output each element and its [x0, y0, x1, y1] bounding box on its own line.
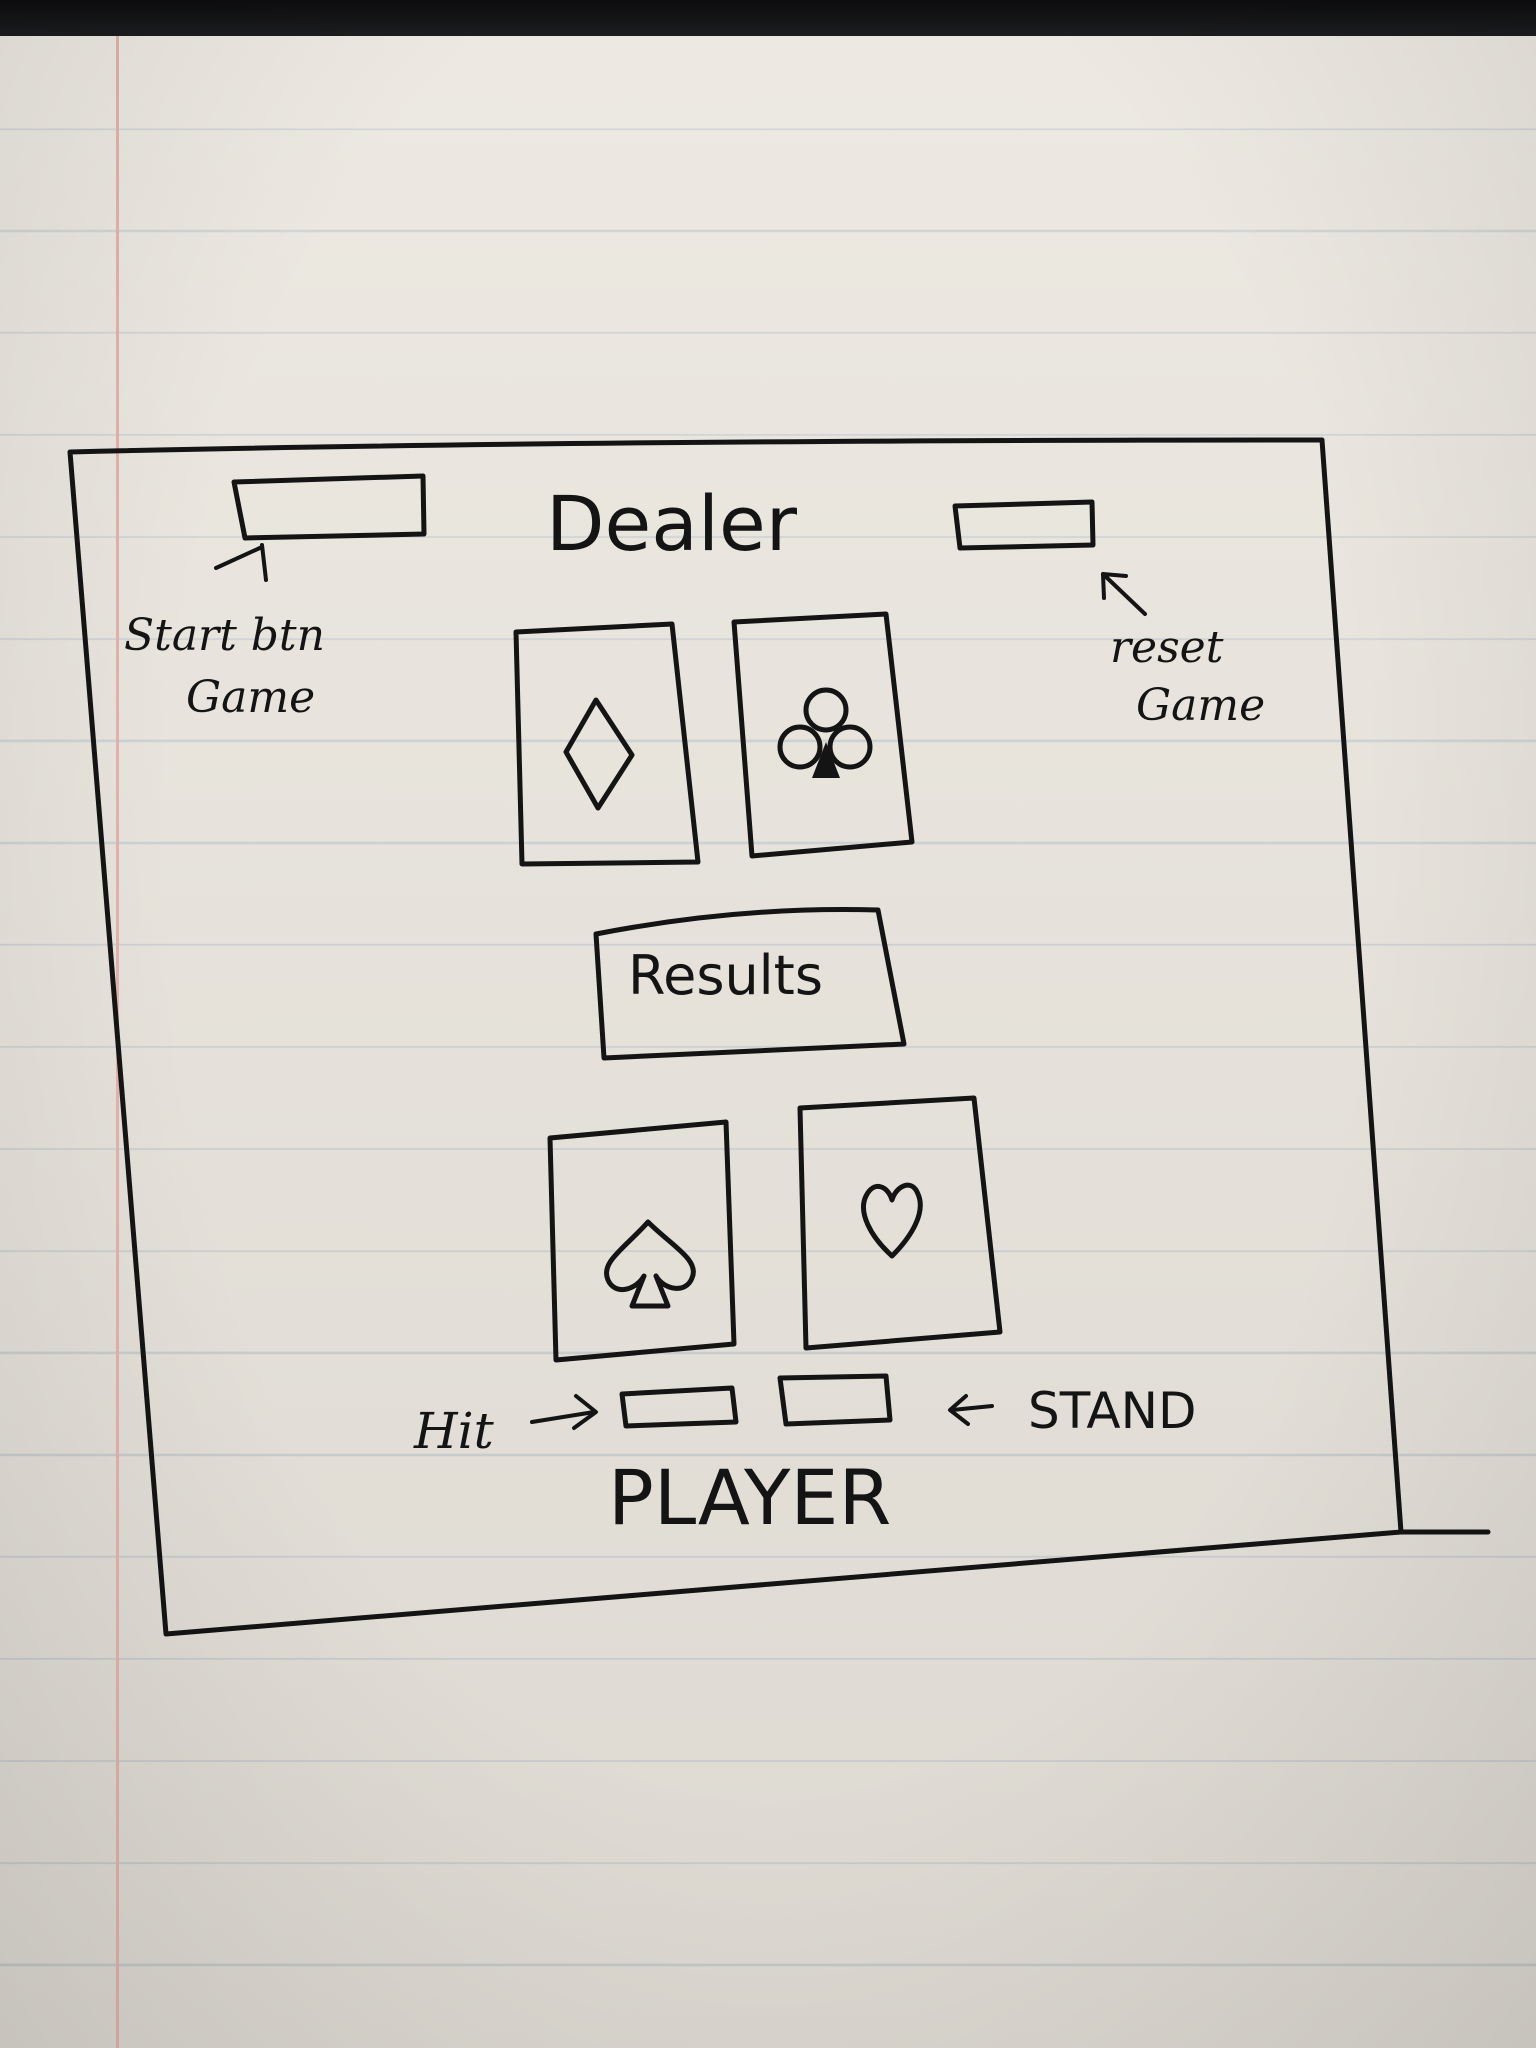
notebook-paper [0, 36, 1536, 2048]
heart-icon [861, 1182, 923, 1259]
photo-top-edge [0, 0, 1536, 36]
stand-label: STAND [1028, 1382, 1197, 1440]
player-card [547, 1119, 737, 1363]
hit-label: Hit [413, 1402, 495, 1460]
results-box [593, 907, 907, 1061]
dealer-title: Dealer [546, 479, 798, 568]
reset-button-note-line2: Game [1136, 680, 1265, 731]
start-button-pointer [214, 543, 268, 582]
start-button-note-line2: Game [186, 672, 315, 723]
dealer-card [731, 611, 915, 859]
reset-button-pointer [1101, 572, 1147, 616]
start-button-note-line1: Start btn [124, 610, 325, 661]
club-icon [777, 687, 873, 778]
hit-arrow [530, 1394, 598, 1430]
stand-arrow [948, 1394, 994, 1426]
results-label: Results [628, 944, 823, 1007]
stand-button[interactable] [777, 1373, 893, 1427]
diamond-icon [563, 697, 635, 811]
reset-button-note-line1: reset [1110, 622, 1224, 673]
hit-button[interactable] [619, 1385, 739, 1429]
player-title: PLAYER [608, 1453, 891, 1542]
spade-icon [604, 1219, 696, 1309]
dealer-card [513, 621, 701, 867]
player-card [797, 1095, 1003, 1351]
start-game-button[interactable] [231, 473, 427, 541]
reset-game-button[interactable] [952, 499, 1096, 551]
game-frame [67, 437, 1491, 1637]
